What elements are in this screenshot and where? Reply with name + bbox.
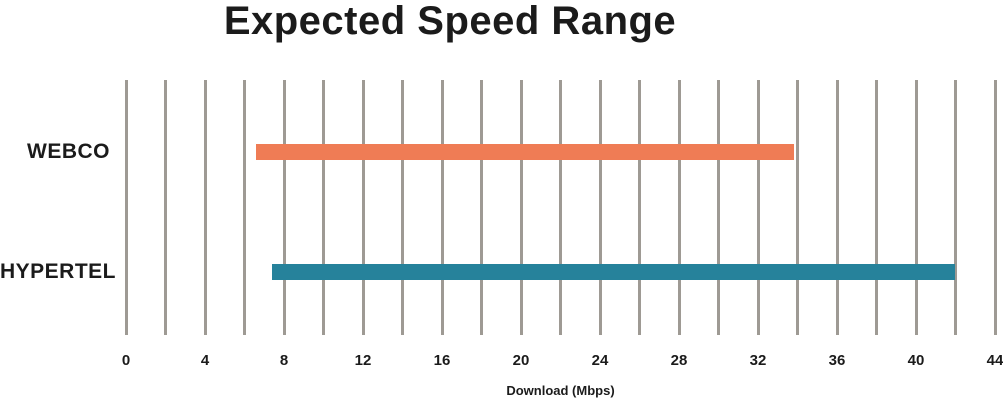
gridline [361, 80, 365, 335]
gridline [875, 80, 878, 335]
category-label-hypertel: HYPERTEL [0, 260, 117, 283]
x-tick-label: 32 [749, 352, 767, 369]
gridline [598, 80, 602, 335]
gridline [796, 80, 799, 335]
range-bar-hypertel [272, 264, 956, 280]
x-tick-label: 44 [986, 352, 1003, 369]
x-tick-label: 8 [279, 352, 289, 369]
gridline [677, 80, 681, 335]
gridline [993, 80, 997, 335]
gridline [559, 80, 562, 335]
x-tick-label: 20 [512, 352, 530, 369]
x-tick-label: 24 [591, 352, 609, 369]
x-tick-label: 36 [828, 352, 846, 369]
gridline [756, 80, 760, 335]
gridline [717, 80, 720, 335]
x-axis-label: Download (Mbps) [506, 383, 615, 398]
gridline [835, 80, 839, 335]
gridline [164, 80, 167, 335]
x-tick-label: 4 [200, 352, 210, 369]
category-label-webco: WEBCO [27, 140, 110, 163]
plot-area [124, 80, 997, 335]
gridline [124, 80, 128, 335]
gridline [282, 80, 286, 335]
x-tick-label: 12 [354, 352, 372, 369]
gridline [638, 80, 641, 335]
gridline [480, 80, 483, 335]
x-tick-label: 28 [670, 352, 688, 369]
gridline [322, 80, 325, 335]
x-tick-label: 0 [121, 352, 131, 369]
chart-title: Expected Speed Range [223, 0, 677, 43]
range-bar-webco [256, 144, 794, 160]
gridline [243, 80, 246, 335]
gridline [440, 80, 444, 335]
x-tick-label: 40 [907, 352, 925, 369]
x-tick-label: 16 [433, 352, 451, 369]
gridline [519, 80, 523, 335]
gridline [954, 80, 957, 335]
gridline [203, 80, 207, 335]
gridline [914, 80, 918, 335]
gridline [401, 80, 404, 335]
